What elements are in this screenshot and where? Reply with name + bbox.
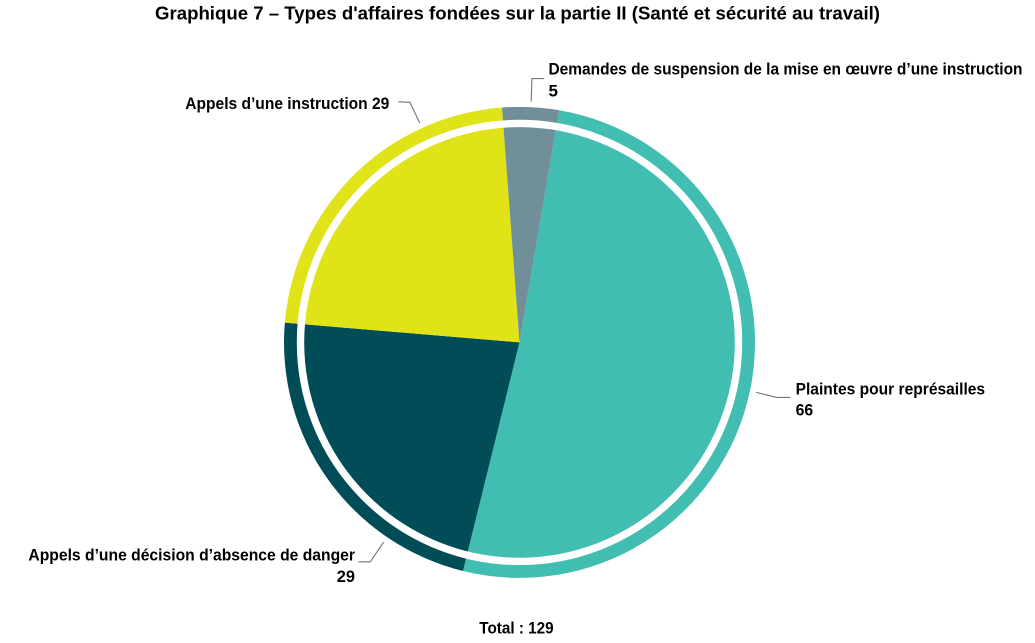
svg-text:Demandes de suspension de la m: Demandes de suspension de la mise en œuv… (549, 60, 1023, 79)
svg-text:5: 5 (549, 82, 558, 101)
svg-text:Total : 129: Total : 129 (479, 619, 553, 638)
svg-text:Graphique 7 – Types d'affaires: Graphique 7 – Types d'affaires fondées s… (155, 2, 880, 23)
svg-text:Appels d’une instruction 29: Appels d’une instruction 29 (185, 94, 389, 113)
svg-text:Plaintes pour représailles: Plaintes pour représailles (796, 379, 986, 398)
svg-text:29: 29 (337, 567, 355, 586)
svg-text:Appels d’une décision d’absenc: Appels d’une décision d’absence de dange… (28, 545, 355, 564)
svg-text:66: 66 (796, 401, 814, 420)
